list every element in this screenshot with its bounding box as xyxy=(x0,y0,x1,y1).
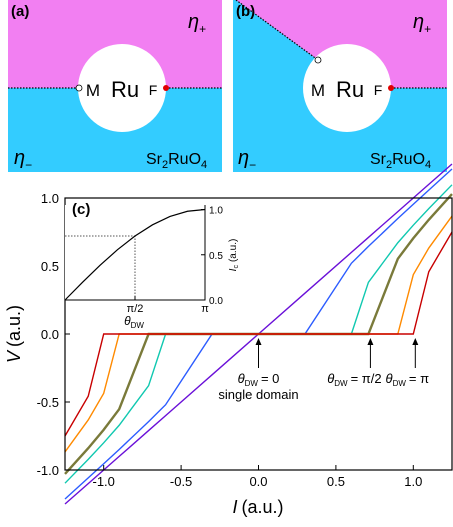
sub: + xyxy=(424,22,431,36)
annotation: θDW= π xyxy=(386,371,430,388)
sub: c xyxy=(233,265,240,269)
x-tick-label: 0.5 xyxy=(327,474,345,489)
f-label: F xyxy=(374,82,383,98)
arrow-head xyxy=(256,338,262,345)
y-tick-label: -1.0 xyxy=(37,463,59,478)
x-tick-label: 0.0 xyxy=(249,474,267,489)
f-label: F xyxy=(149,82,158,98)
symbol: V xyxy=(4,349,24,363)
unit: (a.u.) xyxy=(4,305,24,347)
rest: = 0 xyxy=(261,371,279,386)
symbol: I xyxy=(232,497,237,517)
y-tick-label: 1.0 xyxy=(41,191,59,206)
inset-y-label: Ic(a.u.) xyxy=(228,239,240,272)
y-tick-label: 0.5 xyxy=(41,259,59,274)
x-axis-label: I(a.u.) xyxy=(232,497,283,517)
inset-y-tick-label: 0.5 xyxy=(209,251,223,262)
unit: (a.u.) xyxy=(242,497,284,517)
sub: − xyxy=(25,158,32,172)
x-tick-label: -0.5 xyxy=(170,474,192,489)
annotation-note: single domain xyxy=(218,387,298,402)
y-tick-label: -0.5 xyxy=(37,395,59,410)
annotation: θDW= 0 xyxy=(238,371,280,388)
sub: DW xyxy=(334,379,348,388)
sub: − xyxy=(249,158,256,172)
m-point xyxy=(315,57,321,63)
symbol: θ xyxy=(238,371,245,386)
core-label: Ru xyxy=(336,77,364,102)
symbol: θ xyxy=(386,371,393,386)
t: Sr xyxy=(146,151,163,168)
sub: + xyxy=(199,22,206,36)
t: 4 xyxy=(201,159,207,171)
annotation: θDW= π/2 xyxy=(327,371,381,388)
eta: η xyxy=(14,147,25,169)
eta: η xyxy=(413,11,424,33)
inset-x-label: θDW xyxy=(124,314,144,330)
m-label: M xyxy=(311,81,325,100)
m-point xyxy=(76,85,82,91)
y-tick-label: 0.0 xyxy=(41,327,59,342)
x-tick-label: 1.0 xyxy=(404,474,422,489)
unit: (a.u.) xyxy=(228,239,239,262)
inset-x-tick-label: π xyxy=(201,303,209,315)
arrow-head xyxy=(367,338,373,345)
inset-y-tick-label: 1.0 xyxy=(209,206,223,217)
panel-label: (a) xyxy=(11,3,29,20)
t: Sr xyxy=(370,151,387,168)
eta: η xyxy=(188,11,199,33)
core-label: Ru xyxy=(111,77,139,102)
sub: DW xyxy=(393,379,407,388)
symbol: θ xyxy=(327,371,334,386)
rest: = π/2 xyxy=(351,371,382,386)
t: RuO xyxy=(392,151,425,168)
panel-label: (c) xyxy=(72,201,90,218)
x-tick-label: -1.0 xyxy=(92,474,114,489)
sub: DW xyxy=(131,321,145,330)
panel-label: (b) xyxy=(236,3,255,20)
rest: = π xyxy=(409,371,429,386)
t: RuO xyxy=(168,151,201,168)
inset-y-tick-label: 0.0 xyxy=(209,296,223,307)
y-axis-label: V (a.u.) xyxy=(4,305,24,363)
inset-bg xyxy=(65,205,205,300)
figure: M Ru F η+ η− Sr2RuO4 M Ru F η+ η− Sr2RuO… xyxy=(0,0,453,522)
t: 4 xyxy=(425,159,431,171)
f-point xyxy=(388,85,394,91)
eta: η xyxy=(238,147,249,169)
arrow-head xyxy=(412,338,418,345)
m-label: M xyxy=(86,81,100,100)
f-point xyxy=(163,85,169,91)
